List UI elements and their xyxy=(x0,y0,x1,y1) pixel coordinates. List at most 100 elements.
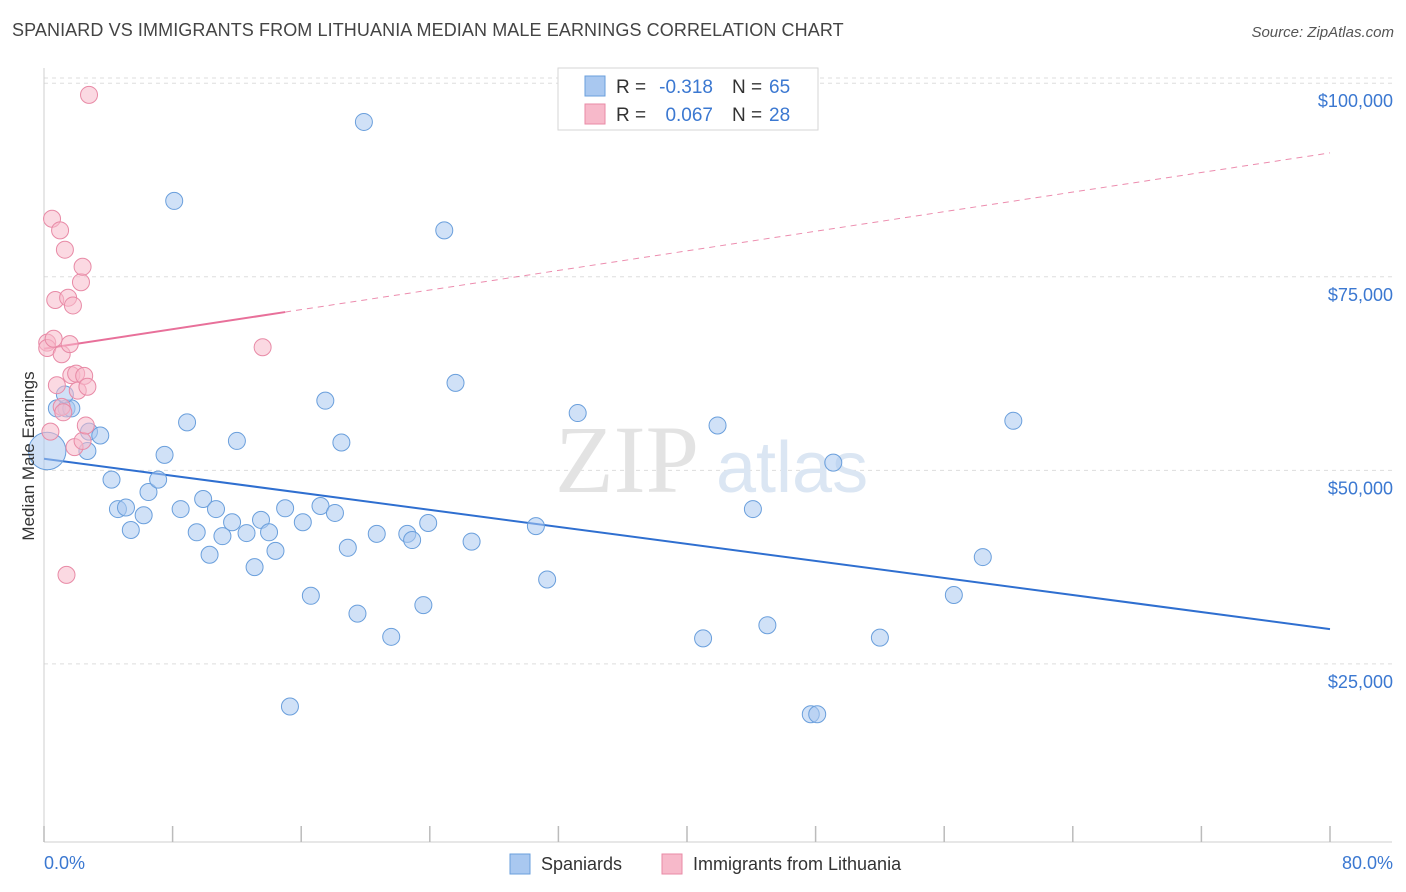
point-spaniards xyxy=(301,586,320,605)
point-lithuania xyxy=(73,431,92,450)
trend-line-spaniards xyxy=(43,457,1331,631)
point-spaniards xyxy=(207,500,226,519)
point-spaniards xyxy=(758,616,777,635)
point-lithuania xyxy=(73,257,92,276)
y-axis-label: Median Male Earnings xyxy=(19,371,38,540)
y-tick-label: $50,000 xyxy=(1328,478,1393,498)
bottom-legend-swatch xyxy=(661,853,683,875)
point-spaniards xyxy=(325,503,344,522)
legend-n-label: N = xyxy=(732,105,762,126)
watermark-atlas: atlas xyxy=(716,428,868,508)
point-lithuania xyxy=(47,376,66,395)
bottom-legend: Spaniards Immigrants from Lithuania xyxy=(509,853,902,875)
point-spaniards xyxy=(178,413,197,432)
point-spaniards xyxy=(338,538,357,557)
watermark: ZIP atlas xyxy=(555,406,868,513)
bottom-legend-label: Immigrants from Lithuania xyxy=(693,854,902,874)
point-spaniards xyxy=(348,604,367,623)
point-spaniards xyxy=(223,513,242,532)
point-spaniards xyxy=(568,404,587,423)
legend-swatch xyxy=(584,75,606,97)
trend-line-lithuania-solid xyxy=(43,311,286,350)
point-lithuania xyxy=(253,338,272,357)
watermark-zip: ZIP xyxy=(555,406,699,513)
point-spaniards xyxy=(354,112,373,131)
trend-lines xyxy=(43,152,1331,631)
point-lithuania xyxy=(44,329,63,348)
tick-labels: $25,000 $50,000 $75,000 $100,000 0.0% 80.0% xyxy=(44,91,1393,873)
point-spaniards xyxy=(414,596,433,615)
point-lithuania xyxy=(80,85,99,104)
point-lithuania xyxy=(78,377,97,396)
point-spaniards xyxy=(743,500,762,519)
point-spaniards xyxy=(171,500,190,519)
point-lithuania xyxy=(55,240,74,259)
point-spaniards xyxy=(311,496,330,515)
point-spaniards xyxy=(213,527,232,546)
point-lithuania xyxy=(60,335,79,354)
y-tick-label: $75,000 xyxy=(1328,285,1393,305)
point-spaniards xyxy=(237,524,256,543)
point-spaniards xyxy=(280,697,299,716)
point-spaniards xyxy=(155,445,174,464)
point-spaniards xyxy=(538,570,557,589)
legend: R = -0.318 N = 65 R = 0.067 N = 28 xyxy=(557,67,819,131)
point-spaniards xyxy=(293,513,312,532)
x-tick-label-right: 80.0% xyxy=(1342,853,1393,873)
point-spaniards xyxy=(435,221,454,240)
point-spaniards xyxy=(102,470,121,489)
point-spaniards xyxy=(808,705,827,724)
point-spaniards xyxy=(276,499,295,518)
point-lithuania xyxy=(54,403,73,422)
point-spaniards xyxy=(121,520,140,539)
point-lithuania xyxy=(63,296,82,315)
point-spaniards xyxy=(944,586,963,605)
point-spaniards xyxy=(149,470,168,489)
x-tick-label-left: 0.0% xyxy=(44,853,85,873)
point-spaniards xyxy=(260,523,279,542)
point-spaniards xyxy=(200,545,219,564)
legend-r-label: R = xyxy=(616,105,646,126)
legend-r-label: R = xyxy=(616,77,646,98)
legend-r-value: 0.067 xyxy=(665,105,713,126)
bottom-legend-label: Spaniards xyxy=(541,854,622,874)
point-spaniards xyxy=(367,524,386,543)
point-spaniards xyxy=(266,541,285,560)
chart-title: SPANIARD VS IMMIGRANTS FROM LITHUANIA ME… xyxy=(12,20,844,40)
legend-r-value: -0.318 xyxy=(659,77,713,98)
point-spaniards xyxy=(870,628,889,647)
legend-swatch xyxy=(584,103,606,125)
point-spaniards xyxy=(139,483,158,502)
point-spaniards xyxy=(446,373,465,392)
grid xyxy=(44,77,1392,665)
point-spaniards xyxy=(245,558,264,577)
point-spaniards xyxy=(694,629,713,648)
y-tick-label: $25,000 xyxy=(1328,672,1393,692)
bottom-legend-swatch xyxy=(509,853,531,875)
data-points xyxy=(28,85,1023,724)
point-spaniards xyxy=(708,416,727,435)
point-spaniards xyxy=(1004,411,1023,430)
point-spaniards xyxy=(316,391,335,410)
point-spaniards xyxy=(165,191,184,210)
point-spaniards xyxy=(187,523,206,542)
point-lithuania xyxy=(71,273,90,292)
point-spaniards xyxy=(91,426,110,445)
point-spaniards xyxy=(194,490,213,509)
legend-n-value: 28 xyxy=(769,105,790,126)
source-label: Source: ZipAtlas.com xyxy=(1251,24,1394,41)
point-spaniards xyxy=(824,453,843,472)
point-spaniards xyxy=(526,517,545,536)
legend-n-value: 65 xyxy=(769,77,790,98)
point-lithuania xyxy=(76,416,95,435)
point-spaniards xyxy=(116,498,135,517)
point-lithuania xyxy=(51,221,70,240)
point-spaniards xyxy=(332,433,351,452)
legend-n-label: N = xyxy=(732,77,762,98)
trend-line-lithuania-dashed xyxy=(285,152,1331,313)
point-spaniards xyxy=(973,548,992,567)
point-spaniards xyxy=(403,531,422,550)
y-tick-label: $100,000 xyxy=(1318,91,1393,111)
point-lithuania xyxy=(41,422,60,441)
